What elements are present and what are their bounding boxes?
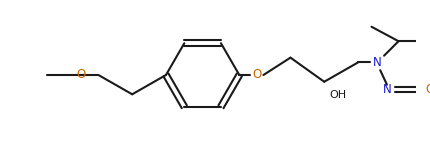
Text: N: N <box>382 83 390 96</box>
Text: OH: OH <box>328 90 345 100</box>
Text: O: O <box>252 69 261 81</box>
Text: O: O <box>425 83 430 96</box>
Text: N: N <box>372 56 381 69</box>
Text: O: O <box>76 69 86 81</box>
